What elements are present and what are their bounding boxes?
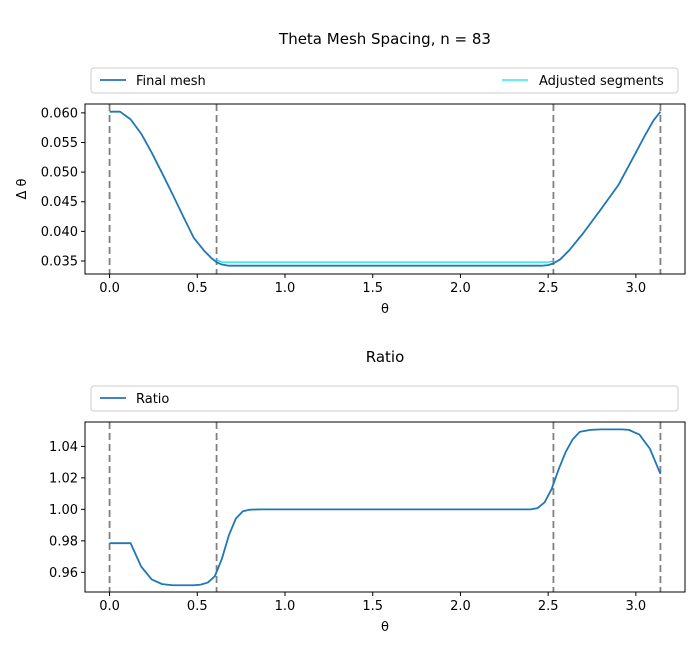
bottom-x-tick-label: 1.0 — [275, 599, 296, 614]
top-plot-area — [85, 104, 685, 274]
top-x-axis-label: θ — [381, 302, 389, 317]
legend-label-adjusted-segments: Adjusted segments — [539, 74, 664, 89]
top-series-adjusted-segments — [216, 259, 554, 263]
bottom-series-group — [109, 428, 662, 587]
top-y-tick-label: 0.060 — [41, 106, 78, 121]
top-y-tick-label: 0.050 — [41, 166, 78, 181]
bottom-legend: Ratio — [90, 385, 679, 412]
top-legend: Final mesh Adjusted segments — [90, 67, 679, 94]
bottom-y-tick-label: 1.02 — [49, 471, 78, 486]
top-y-ticks: 0.035 0.040 0.045 0.050 0.055 0.060 — [41, 106, 85, 269]
top-x-tick-label: 0.5 — [187, 281, 208, 296]
bottom-y-tick-label: 0.98 — [49, 534, 78, 549]
bottom-x-tick-label: 3.0 — [626, 599, 647, 614]
bottom-x-ticks: 0.0 0.5 1.0 1.5 2.0 2.5 3.0 — [99, 592, 646, 614]
top-axes-frame — [84, 103, 686, 275]
top-x-tick-label: 1.0 — [275, 281, 296, 296]
bottom-y-tick-label: 0.96 — [49, 566, 78, 581]
bottom-x-tick-label: 2.5 — [538, 599, 559, 614]
top-x-tick-label: 3.0 — [626, 281, 647, 296]
top-y-axis-label: Δ θ — [15, 178, 30, 199]
top-x-tick-label: 2.5 — [538, 281, 559, 296]
bottom-series-ratio — [109, 428, 662, 587]
bottom-subplot: Ratio Ratio 0.0 0.5 1.0 1.5 2.0 2.5 3.0 0.960.… — [49, 348, 686, 635]
bottom-legend-frame — [90, 385, 679, 412]
bottom-chart-title: Ratio — [366, 348, 405, 366]
top-legend-frame — [90, 67, 679, 94]
top-y-tick-label: 0.040 — [41, 225, 78, 240]
top-x-ticks: 0.0 0.5 1.0 1.5 2.0 2.5 3.0 — [99, 274, 646, 296]
top-subplot: Theta Mesh Spacing, n = 83 Final mesh Ad… — [15, 30, 686, 317]
bottom-y-tick-label: 1.04 — [49, 440, 78, 455]
bottom-y-ticks: 0.96 0.98 1.00 1.02 1.04 — [49, 440, 85, 581]
bottom-vertical-lines — [108, 422, 662, 592]
top-y-tick-label: 0.045 — [41, 195, 78, 210]
bottom-plot-area — [85, 422, 685, 592]
top-x-tick-label: 2.0 — [450, 281, 471, 296]
bottom-axes-frame — [84, 421, 686, 593]
top-vertical-lines — [108, 104, 662, 274]
bottom-x-tick-label: 0.5 — [187, 599, 208, 614]
bottom-x-tick-label: 0.0 — [99, 599, 120, 614]
top-x-tick-label: 1.5 — [362, 281, 383, 296]
bottom-y-tick-label: 1.00 — [49, 503, 78, 518]
top-y-tick-label: 0.055 — [41, 136, 78, 151]
legend-label-final-mesh: Final mesh — [136, 74, 206, 89]
top-series-final-mesh — [109, 110, 662, 267]
bottom-x-tick-label: 1.5 — [362, 599, 383, 614]
top-x-tick-label: 0.0 — [99, 281, 120, 296]
legend-label-ratio: Ratio — [136, 392, 169, 407]
top-series-group — [109, 110, 662, 267]
top-y-tick-label: 0.035 — [41, 254, 78, 269]
bottom-x-axis-label: θ — [381, 620, 389, 635]
top-chart-title: Theta Mesh Spacing, n = 83 — [278, 30, 491, 48]
bottom-x-tick-label: 2.0 — [450, 599, 471, 614]
